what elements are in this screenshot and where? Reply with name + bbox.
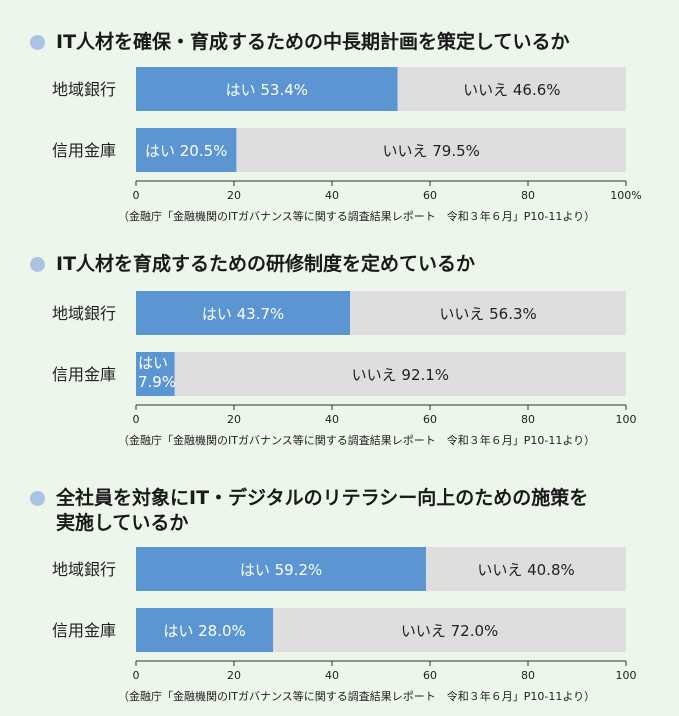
- chart-title-row-2: IT人材を育成するための研修制度を定めているか: [30, 252, 475, 277]
- data-label: いいえ 56.3%: [439, 305, 536, 323]
- x-tick-label: 100: [616, 413, 637, 424]
- bar-no: [273, 608, 626, 652]
- chart-title-3-line-1: 全社員を対象にIT・デジタルのリテラシー向上のための施策を: [56, 487, 589, 509]
- data-label: はい 53.4%: [226, 81, 308, 99]
- bullet-icon: [30, 35, 45, 50]
- bullet-icon: [30, 491, 45, 506]
- data-label-line: 7.9%: [138, 373, 176, 391]
- x-tick-label: 80: [521, 413, 535, 424]
- x-tick-label: 20: [227, 413, 241, 424]
- x-tick-label: 0: [133, 189, 140, 200]
- chart-title-row-3: 全社員を対象にIT・デジタルのリテラシー向上のための施策を 実施しているか: [30, 486, 588, 536]
- x-tick-label: 20: [227, 189, 241, 200]
- x-tick-label: 100%: [610, 189, 641, 200]
- source-note-3: （金融庁「金融機関のITガバナンス等に関する調査結果レポート 令和３年６月」P1…: [118, 690, 596, 703]
- x-tick-label: 80: [521, 669, 535, 680]
- bar-yes: [136, 291, 351, 335]
- x-tick-label: 60: [423, 413, 437, 424]
- data-label: はい 43.7%: [202, 305, 284, 323]
- x-tick-label: 80: [521, 189, 535, 200]
- bar-no: [236, 128, 626, 172]
- stacked-bar-chart-2: 地域銀行 はい 43.7% いいえ 56.3% 信用金庫 はい 7.9% いいえ 92.1%…: [52, 291, 637, 424]
- x-tick-label: 60: [423, 189, 437, 200]
- x-tick-label: 40: [325, 669, 339, 680]
- data-label: いいえ 92.1%: [352, 366, 449, 384]
- category-label: 信用金庫: [52, 365, 116, 384]
- source-note-2: （金融庁「金融機関のITガバナンス等に関する調査結果レポート 令和３年６月」P1…: [118, 434, 596, 447]
- data-label: はい 20.5%: [145, 142, 227, 160]
- chart-title-3-line-2: 実施しているか: [56, 512, 189, 534]
- bar-yes: [136, 608, 274, 652]
- stacked-bar-chart-1: 地域銀行 はい 53.4% いいえ 46.6% 信用金庫 はい 20.5% いいえ 79.…: [52, 67, 642, 200]
- bar-yes: [136, 352, 175, 396]
- x-tick-label: 0: [133, 669, 140, 680]
- data-label-line: はい: [138, 354, 168, 372]
- category-label: 信用金庫: [52, 141, 116, 160]
- data-label: いいえ 79.5%: [383, 142, 480, 160]
- x-tick-label: 100: [616, 669, 637, 680]
- source-note-1: （金融庁「金融機関のITガバナンス等に関する調査結果レポート 令和３年６月」P1…: [118, 210, 596, 223]
- bar-no: [426, 547, 626, 591]
- category-label: 地域銀行: [52, 304, 116, 323]
- category-label: 地域銀行: [52, 560, 116, 579]
- data-label: はい 28.0%: [163, 622, 245, 640]
- x-tick-label: 40: [325, 413, 339, 424]
- bar-no: [174, 352, 626, 396]
- bar-no: [350, 291, 626, 335]
- chart-title-row-1: IT人材を確保・育成するための中長期計画を策定しているか: [30, 30, 569, 55]
- data-label: はい 59.2%: [240, 561, 322, 579]
- x-tick-label: 0: [133, 413, 140, 424]
- x-tick-label: 20: [227, 669, 241, 680]
- data-label: はい 7.9%: [138, 354, 176, 391]
- bar-yes: [136, 547, 427, 591]
- chart-title-2: IT人材を育成するための研修制度を定めているか: [56, 253, 476, 275]
- bar-no: [397, 67, 626, 111]
- category-label: 地域銀行: [52, 80, 116, 99]
- data-label: いいえ 46.6%: [463, 81, 560, 99]
- data-label: いいえ 72.0%: [401, 622, 498, 640]
- chart-title-3: 全社員を対象にIT・デジタルのリテラシー向上のための施策を 実施しているか: [56, 486, 588, 536]
- category-label: 信用金庫: [52, 621, 116, 640]
- bullet-icon: [30, 257, 45, 272]
- x-tick-label: 40: [325, 189, 339, 200]
- bar-yes: [136, 128, 237, 172]
- stacked-bar-chart-3: 地域銀行 はい 59.2% いいえ 40.8% 信用金庫 はい 28.0% いいえ 72.…: [52, 547, 637, 680]
- bar-yes: [136, 67, 398, 111]
- x-tick-label: 60: [423, 669, 437, 680]
- chart-title-1: IT人材を確保・育成するための中長期計画を策定しているか: [56, 31, 570, 53]
- data-label: いいえ 40.8%: [477, 561, 574, 579]
